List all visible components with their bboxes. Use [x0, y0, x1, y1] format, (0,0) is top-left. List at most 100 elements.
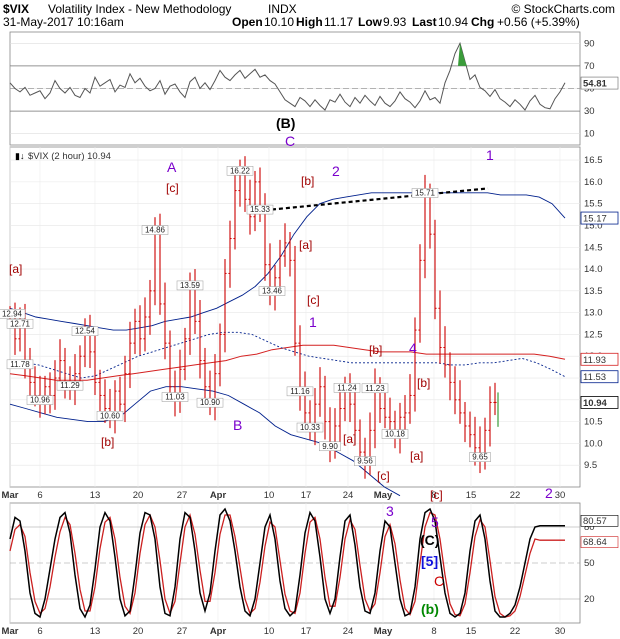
mid-band-value: 11.53: [583, 372, 606, 383]
sub-c-4: [c]: [430, 488, 443, 502]
x-tick-label: 27: [177, 490, 188, 501]
wave-3: 3: [386, 503, 394, 519]
price-label-box: [141, 225, 169, 235]
price-label: 11.78: [10, 360, 30, 369]
sub-a-2: [a]: [299, 238, 312, 252]
price-label-box: [469, 452, 491, 462]
price-tick-label: 14.5: [584, 242, 603, 253]
price-label-box: [71, 326, 99, 336]
last-price-value-box: [580, 396, 619, 409]
x-tick-label: 30: [555, 490, 566, 501]
x-tick-label: 8: [431, 490, 436, 501]
stoch-layer: [9, 507, 565, 619]
wave-B-minor: B: [233, 417, 242, 433]
price-label-box: [96, 411, 124, 421]
price-label-box: [333, 383, 361, 393]
price-label-box: [286, 386, 314, 397]
price-label-box: [381, 429, 409, 439]
price-label: 11.16: [290, 387, 310, 396]
rsi-tick-label: 90: [584, 38, 595, 49]
x-tick-label: 10: [264, 490, 275, 501]
price-label: 12.71: [10, 319, 31, 328]
low-value: 9.93: [383, 15, 407, 29]
wave-4: 4: [409, 340, 417, 356]
chg-label: Chg: [471, 15, 494, 29]
price-label: 15.33: [250, 205, 271, 214]
high-label: High: [296, 15, 323, 29]
price-label: 11.24: [337, 383, 357, 392]
x-tick-label: Mar: [2, 490, 19, 501]
moving-average-line: [9, 344, 566, 381]
open-label: Open: [232, 15, 263, 29]
x-tick-label-bottom: 20: [133, 626, 144, 637]
upper-band-value-box: [580, 211, 619, 225]
x-tick-label-bottom: 27: [177, 626, 188, 637]
sub-b-4: [b]: [417, 376, 430, 390]
sub-a-1: [a]: [9, 262, 22, 276]
price-tick-label: 15.0: [584, 220, 603, 231]
chg-value: +0.56 (+5.39%): [497, 15, 580, 29]
price-label-box: [361, 383, 389, 394]
x-tick-label-bottom: Mar: [2, 626, 19, 637]
x-tick-label-bottom: Apr: [210, 626, 227, 637]
price-label: 12.54: [75, 327, 96, 336]
price-tick-label: 15.5: [584, 199, 603, 210]
symbol: $VIX: [3, 2, 29, 16]
sub-b-2: [b]: [301, 174, 314, 188]
wave-5-blue: [5]: [421, 553, 438, 569]
stoch-d-line: [9, 511, 565, 618]
stoch-d-value: 68.64: [583, 537, 607, 548]
axis-layer: 90 70 50 30 10 54.81 16.5 16.0 15.5 15.0 14.5 14.0 1…: [2, 38, 619, 637]
price-label-box: [226, 166, 254, 176]
price-label-box: [354, 456, 376, 466]
wave-1a: 1: [309, 314, 317, 330]
price-label-box: [296, 422, 324, 433]
sub-a-3: [a]: [343, 432, 356, 446]
ma-value-box: [580, 352, 619, 366]
wave-5: 5: [431, 514, 439, 530]
price-label: 10.96: [30, 396, 51, 405]
wave-C-minor: C: [285, 133, 295, 149]
price-label: 10.18: [385, 430, 406, 439]
rsi-current-label: 54.81: [583, 79, 607, 90]
price-tick-label: 16.5: [584, 155, 603, 166]
mid-band-value-box: [580, 370, 619, 384]
rsi-tick-label: 70: [584, 61, 595, 72]
stoch-tick-label: 20: [584, 594, 595, 605]
x-tick-label-bottom: 10: [264, 626, 275, 637]
wave-A: A: [167, 159, 177, 175]
x-tick-label: 24: [343, 490, 354, 501]
x-tick-label: Apr: [210, 490, 227, 501]
price-label: 12.94: [2, 309, 23, 318]
price-label-box: [196, 397, 224, 408]
price-label: 11.29: [60, 381, 80, 390]
upper-band-line: [9, 192, 566, 331]
rsi-tick-label: 30: [584, 106, 595, 117]
price-tick-label: 10.5: [584, 417, 603, 428]
x-tick-label-bottom: 15: [466, 626, 477, 637]
wave-C-major: (C): [420, 532, 439, 548]
x-tick-label-bottom: 6: [37, 626, 42, 637]
x-tick-label-bottom: 30: [555, 626, 566, 637]
price-tick-label: 13.0: [584, 308, 603, 319]
price-label-box: [6, 359, 34, 370]
price-label-box: [26, 395, 54, 405]
wave-b-green: (b): [421, 601, 439, 617]
price-label-box: [411, 188, 439, 198]
stoch-tick-label: 80: [584, 522, 595, 533]
price-label: 10.33: [300, 423, 321, 432]
wave-2a: 2: [332, 163, 340, 179]
x-tick-label-bottom: 13: [90, 626, 101, 637]
price-tick-label: 14.0: [584, 264, 603, 275]
wave-labels: A B C (B) 1 2 1 2 3 4 5 C (C) [5] (b) [a…: [9, 115, 553, 617]
sub-b-3: [b]: [369, 343, 382, 357]
rsi-current-box: [580, 76, 619, 90]
stoch-k-box: [580, 515, 619, 527]
price-tick-label: 10.0: [584, 438, 603, 449]
price-tick-label: 13.5: [584, 286, 603, 297]
wave-C-red: C: [434, 573, 444, 589]
stoch-d-box: [580, 536, 619, 548]
price-tick-label: 9.5: [584, 460, 597, 471]
rsi-layer: [9, 41, 580, 112]
